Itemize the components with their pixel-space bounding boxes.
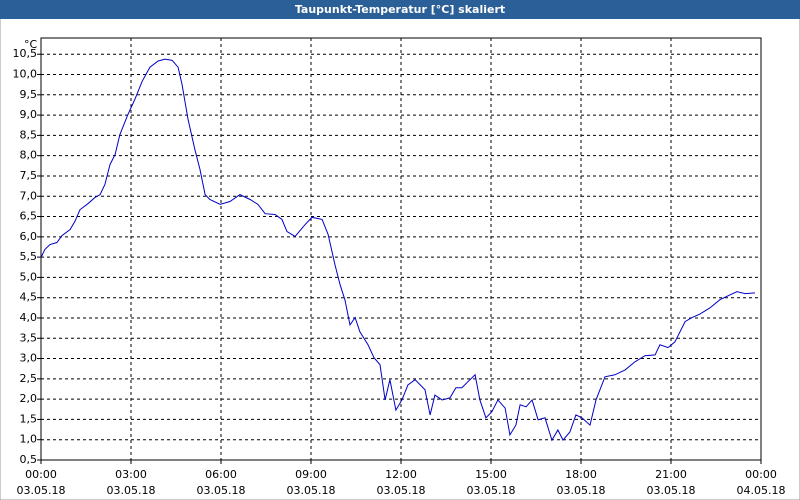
- y-tick-label: 4,0: [20, 311, 38, 324]
- y-tick-label: 5,0: [20, 270, 38, 283]
- y-tick-label: 6,5: [20, 210, 38, 223]
- plot-frame: [40, 37, 762, 461]
- y-tick-label: 7,5: [20, 169, 38, 182]
- x-tick-label: 03:00: [115, 468, 147, 481]
- y-tick-label: 8,5: [20, 128, 38, 141]
- y-tick-label: 2,5: [20, 372, 38, 385]
- x-tick-date: 04.05.18: [737, 484, 786, 497]
- x-tick-label: 00:00: [745, 468, 777, 481]
- y-tick-label: 8,0: [20, 149, 38, 162]
- x-tick-label: 06:00: [205, 468, 237, 481]
- y-tick-label: 3,0: [20, 352, 38, 365]
- x-tick-date: 03.05.18: [197, 484, 246, 497]
- y-tick-label: 9,0: [20, 108, 38, 121]
- y-unit: °C: [24, 38, 38, 51]
- y-tick-label: 2,0: [20, 392, 38, 405]
- title-bar: [0, 0, 800, 19]
- y-tick-label: 6,0: [20, 230, 38, 243]
- y-tick-label: 10,5: [13, 47, 38, 60]
- data-line: [40, 58, 756, 442]
- x-tick-date: 03.05.18: [377, 484, 426, 497]
- y-tick-label: 4,5: [20, 291, 38, 304]
- x-tick-label: 18:00: [565, 468, 597, 481]
- y-tick-label: 3,5: [20, 331, 38, 344]
- x-tick-date: 03.05.18: [287, 484, 336, 497]
- x-tick-label: 15:00: [475, 468, 507, 481]
- x-tick-label: 12:00: [385, 468, 417, 481]
- x-tick-label: 00:00: [25, 468, 57, 481]
- x-tick-date: 03.05.18: [467, 484, 516, 497]
- x-tick-date: 03.05.18: [107, 484, 156, 497]
- chart-title: Taupunkt-Temperatur [°C] skaliert: [295, 3, 505, 16]
- y-tick-label: 10,0: [13, 68, 38, 81]
- y-tick-label: 9,5: [20, 88, 38, 101]
- x-tick-label: 21:00: [655, 468, 687, 481]
- y-tick-label: 1,5: [20, 412, 38, 425]
- x-tick-date: 03.05.18: [17, 484, 66, 497]
- x-tick-date: 03.05.18: [557, 484, 606, 497]
- y-tick-label: 5,5: [20, 250, 38, 263]
- x-tick-label: 09:00: [295, 468, 327, 481]
- x-tick-date: 03.05.18: [647, 484, 696, 497]
- y-tick-label: 1,0: [20, 433, 38, 446]
- y-tick-label: 7,0: [20, 189, 38, 202]
- y-tick-label: 0,5: [20, 453, 38, 466]
